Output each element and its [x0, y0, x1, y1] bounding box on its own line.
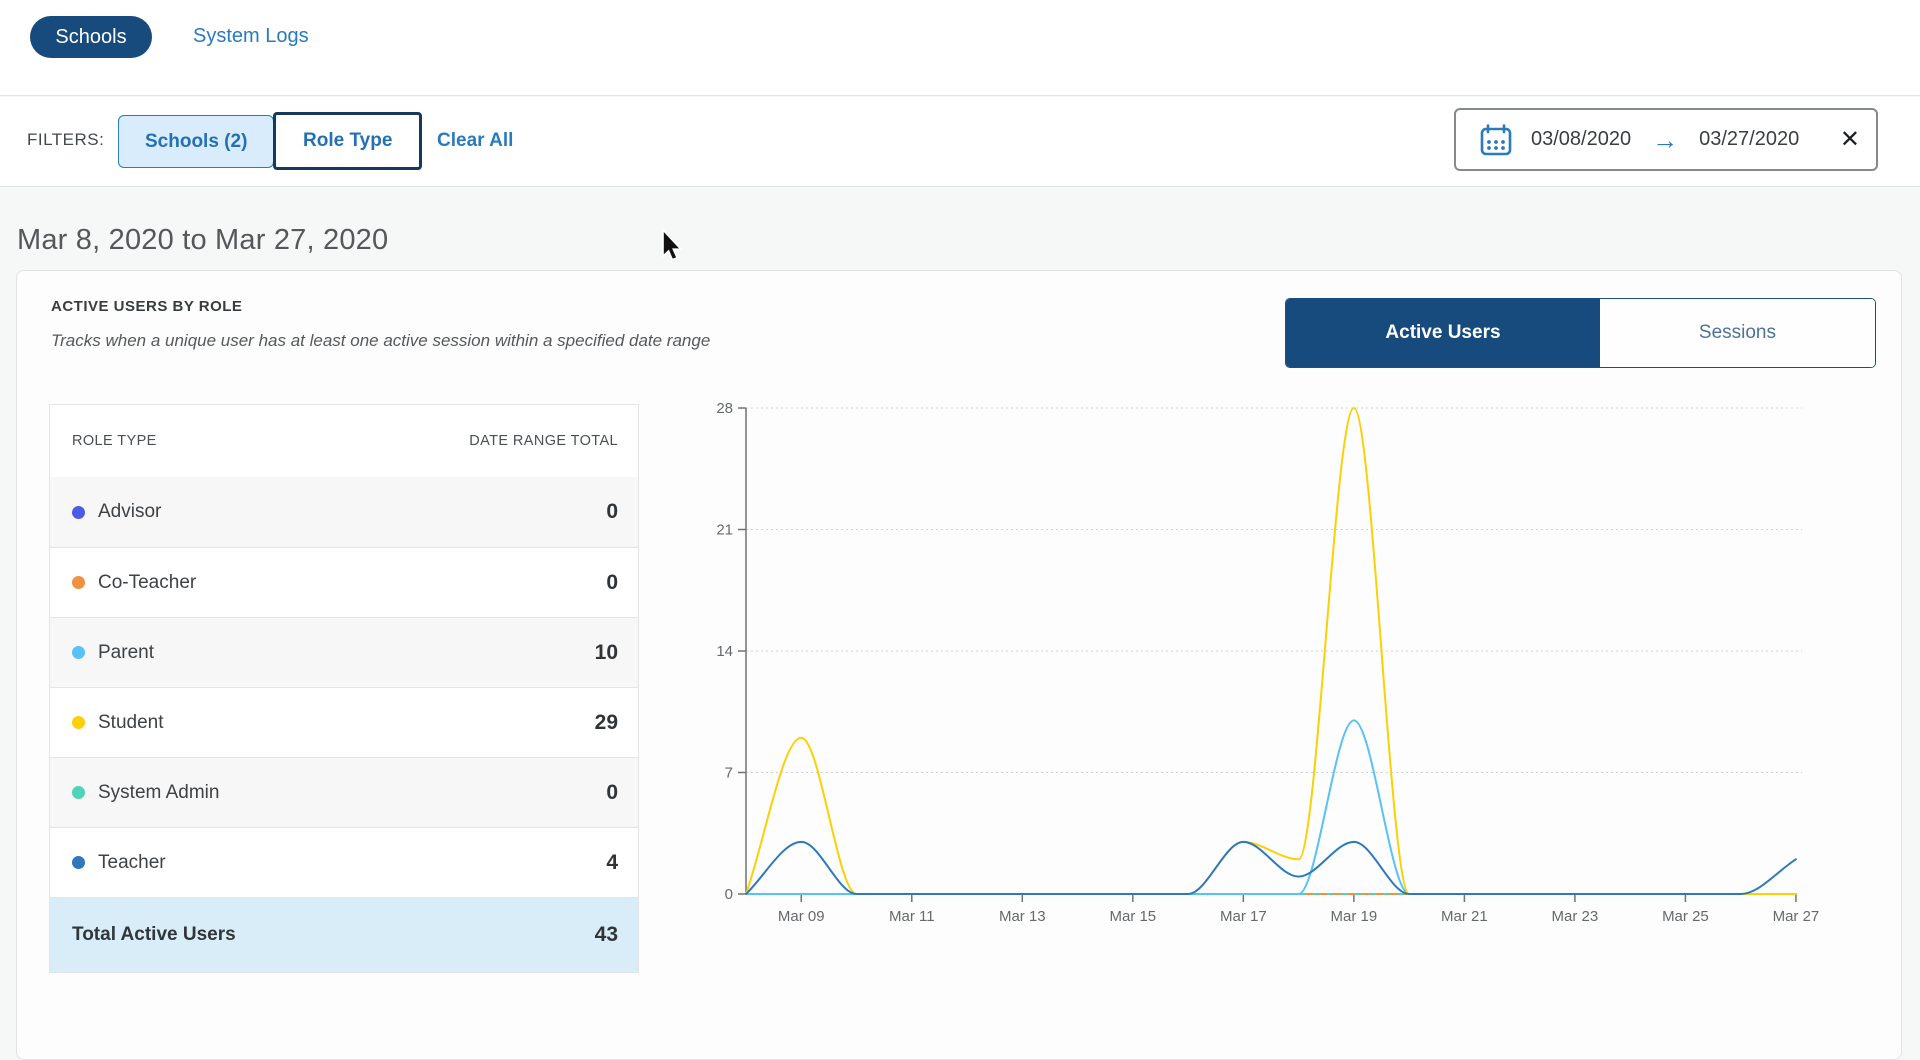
x-axis-tick-label: Mar 09	[778, 908, 825, 925]
role-label: Parent	[98, 641, 154, 663]
x-axis-tick-label: Mar 19	[1331, 908, 1378, 925]
clear-all-button[interactable]: Clear All	[437, 130, 514, 151]
x-axis-tick-label: Mar 25	[1662, 908, 1709, 925]
total-value: 43	[594, 923, 618, 946]
x-axis-tick-label: Mar 15	[1109, 908, 1156, 925]
y-axis-tick-label: 28	[716, 400, 733, 417]
role-value: 4	[606, 850, 618, 874]
table-row: Advisor 0	[50, 477, 638, 547]
active-users-line-chart: 0 7 14 21 28 Mar 09 Mar 11 Mar 13 Mar 15 Mar 17 Ma…	[716, 400, 1820, 925]
calendar-icon	[1478, 122, 1514, 158]
table-row: Parent 10	[50, 617, 638, 687]
x-axis-tick-label: Mar 13	[999, 908, 1046, 925]
role-value: 0	[606, 500, 618, 523]
role-table-rows: Advisor 0 Co-Teacher 0 Parent 10 Student 29 Syst…	[50, 477, 638, 897]
role-label: System Admin	[98, 781, 220, 803]
filters-label: FILTERS:	[27, 130, 105, 149]
series-line-student	[745, 406, 1797, 895]
x-axis-tick-label: Mar 21	[1441, 908, 1488, 925]
table-row: Student 29	[50, 687, 638, 757]
role-label: Advisor	[98, 501, 162, 522]
role-label: Co-Teacher	[98, 571, 197, 593]
role-value: 0	[606, 570, 618, 594]
role-value: 0	[606, 780, 618, 804]
total-active-users-row: Total Active Users 43	[50, 897, 638, 972]
date-range-start[interactable]: 03/08/2020	[1531, 128, 1632, 150]
x-axis-tick-label: Mar 23	[1552, 908, 1599, 925]
role-color-dot	[72, 786, 85, 799]
toggle-sessions[interactable]: Sessions	[1599, 299, 1875, 367]
total-label: Total Active Users	[72, 924, 236, 945]
table-row: Co-Teacher 0	[50, 547, 638, 617]
role-label: Student	[98, 711, 164, 733]
column-date-range-total: DATE RANGE TOTAL	[469, 433, 618, 449]
card-subtitle: Tracks when a unique user has at least o…	[51, 331, 711, 350]
x-axis-tick-label: Mar 11	[889, 908, 935, 925]
y-axis-tick-label: 0	[725, 886, 733, 903]
filter-role-type-button[interactable]: Role Type	[273, 112, 423, 170]
filter-schools-button[interactable]: Schools (2)	[118, 115, 275, 168]
role-color-dot	[72, 856, 85, 869]
view-toggle: Active Users Sessions	[1285, 298, 1876, 368]
right-arrow-icon: →	[1652, 124, 1679, 155]
date-range-picker[interactable]: 03/08/2020 → 03/27/2020 ✕	[1454, 108, 1878, 171]
table-row: System Admin 0	[50, 757, 638, 827]
role-color-dot	[72, 576, 85, 589]
series-line-teacher	[745, 840, 1797, 895]
top-nav-bar: Schools System Logs	[0, 0, 1920, 96]
tab-system-logs[interactable]: System Logs	[193, 25, 309, 47]
role-value: 10	[594, 640, 618, 664]
toggle-active-users[interactable]: Active Users	[1286, 299, 1600, 367]
card-title: ACTIVE USERS BY ROLE	[51, 298, 243, 315]
series-line-parent	[745, 719, 1797, 895]
role-color-dot	[72, 646, 85, 659]
date-range-end[interactable]: 03/27/2020	[1699, 128, 1800, 150]
role-table-header: ROLE TYPE DATE RANGE TOTAL	[50, 405, 638, 477]
active-users-card: ACTIVE USERS BY ROLE Tracks when a uniqu…	[16, 270, 1902, 1060]
y-axis-tick-label: 14	[716, 643, 733, 660]
close-x-icon[interactable]: ✕	[1839, 126, 1860, 153]
role-label: Teacher	[98, 851, 166, 873]
page-title: Mar 8, 2020 to Mar 27, 2020	[17, 224, 389, 256]
tab-schools[interactable]: Schools	[30, 16, 152, 58]
table-row: Teacher 4	[50, 827, 638, 897]
role-table: ROLE TYPE DATE RANGE TOTAL Advisor 0 Co-Te…	[49, 404, 639, 973]
role-value: 29	[594, 710, 618, 734]
filters-bar: FILTERS: Schools (2) Role Type Clear All…	[0, 97, 1920, 187]
y-axis-tick-label: 7	[725, 765, 733, 782]
x-axis-tick-label: Mar 27	[1773, 908, 1820, 925]
y-axis-tick-label: 21	[716, 522, 733, 539]
role-color-dot	[72, 505, 85, 519]
role-color-dot	[72, 716, 85, 729]
x-axis-tick-label: Mar 17	[1220, 908, 1267, 925]
column-role-type: ROLE TYPE	[72, 433, 157, 449]
